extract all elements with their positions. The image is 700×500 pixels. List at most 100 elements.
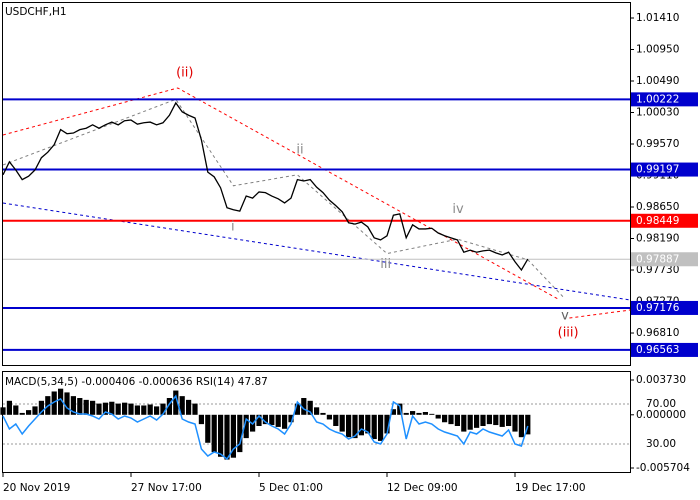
level-label: 0.97176: [636, 302, 680, 314]
macd-bar: [166, 398, 172, 415]
macd-bar: [51, 391, 57, 415]
level-label: 1.00222: [636, 93, 679, 105]
y-tick-label: 1.00950: [636, 43, 679, 55]
macd-bar: [224, 414, 230, 460]
level-box: [631, 342, 698, 357]
level-box: [631, 92, 698, 107]
macd-bar: [128, 403, 134, 415]
macd-bar: [19, 412, 25, 415]
macd-bar: [58, 388, 64, 415]
macd-bar: [378, 414, 384, 441]
level-box: [631, 300, 698, 315]
y-tick-label: -0.005704: [636, 462, 690, 474]
x-tick-label: 27 Nov 17:00: [131, 482, 202, 494]
macd-bar: [147, 404, 153, 415]
macd-bar: [346, 414, 352, 438]
x-tick-label: 5 Dec 01:00: [259, 482, 323, 494]
macd-bar: [134, 405, 140, 415]
level-box: [631, 162, 698, 177]
macd-bar: [416, 412, 422, 415]
macd-bar: [320, 412, 326, 415]
macd-bar: [371, 414, 377, 440]
macd-bar: [262, 414, 268, 425]
level-label: 0.99197: [636, 164, 679, 176]
chart-title: USDCHF,H1: [5, 6, 67, 18]
y-tick-label: 0.99570: [636, 138, 679, 150]
macd-bar: [96, 403, 102, 415]
y-tick-label: 0.98190: [636, 233, 679, 245]
wave-label: iv: [452, 202, 464, 217]
macd-bar: [403, 412, 409, 415]
level-label: 0.97887: [636, 253, 679, 265]
macd-bar: [141, 405, 147, 415]
y2-tick-label: 70.00: [646, 398, 676, 410]
macd-bar: [243, 414, 249, 439]
y-tick-label: 0.98650: [636, 201, 679, 213]
macd-bar: [480, 414, 486, 426]
macd-bar: [333, 414, 339, 426]
macd-bar: [358, 414, 364, 436]
macd-bar: [410, 411, 416, 415]
macd-bar: [326, 414, 332, 420]
macd-bar: [237, 414, 243, 453]
main-pane: [2, 2, 631, 366]
rsi-line: [2, 394, 529, 461]
y-tick-label: 0.003730: [636, 374, 686, 386]
macd-bar: [339, 414, 345, 432]
macd-bar: [454, 414, 460, 426]
macd-bar: [179, 396, 185, 415]
wave-label: i: [231, 219, 235, 234]
macd-bar: [32, 406, 38, 415]
macd-bar: [115, 403, 121, 415]
macd-bar: [211, 414, 217, 453]
macd-bar: [26, 410, 32, 415]
trend-line: [569, 309, 631, 319]
macd-bar: [461, 414, 467, 432]
macd-bar: [154, 406, 160, 415]
level-label: 0.96563: [636, 344, 679, 356]
y-tick-label: 1.00490: [636, 75, 679, 87]
wave-label: (iii): [558, 326, 579, 341]
indicator-title: MACD(5,34,5) -0.000406 -0.000636 RSI(14)…: [5, 376, 268, 388]
macd-bar: [102, 402, 108, 415]
macd-bar: [83, 399, 89, 415]
macd-bar: [198, 414, 204, 425]
x-tick-label: 19 Dec 17:00: [515, 482, 586, 494]
macd-bar: [294, 403, 300, 415]
macd-bar: [70, 396, 76, 415]
macd-bar: [512, 414, 518, 432]
macd-bar: [90, 400, 96, 415]
macd-bar: [230, 414, 236, 458]
macd-bar: [275, 414, 281, 427]
trend-line: [2, 87, 561, 301]
macd-bar: [301, 398, 307, 415]
macd-bar: [38, 400, 44, 415]
x-tick-label: 12 Dec 09:00: [387, 482, 458, 494]
level-box: [631, 252, 698, 267]
macd-bar: [467, 414, 473, 430]
y-tick-label: 0.96810: [636, 327, 679, 339]
level-box: [631, 213, 698, 228]
macd-bar: [6, 400, 12, 415]
y-tick-label: 1.01410: [636, 12, 679, 24]
macd-bar: [365, 414, 371, 434]
macd-bar: [384, 414, 390, 434]
trend-line: [2, 202, 631, 301]
macd-bar: [499, 414, 505, 427]
y-tick-label: 0.000000: [636, 409, 686, 421]
indicator-pane: [2, 371, 631, 473]
macd-bar: [218, 414, 224, 457]
macd-bar: [109, 401, 115, 415]
wave-label: iii: [380, 257, 391, 272]
wave-label: (ii): [176, 65, 193, 80]
macd-bar: [307, 400, 313, 415]
macd-bar: [518, 414, 524, 438]
macd-bar: [525, 414, 531, 435]
macd-bar: [0, 407, 6, 415]
macd-bar: [205, 414, 211, 443]
macd-bar: [173, 390, 179, 415]
macd-bar: [506, 414, 512, 426]
macd-bar: [422, 411, 428, 415]
macd-bar: [192, 403, 198, 415]
